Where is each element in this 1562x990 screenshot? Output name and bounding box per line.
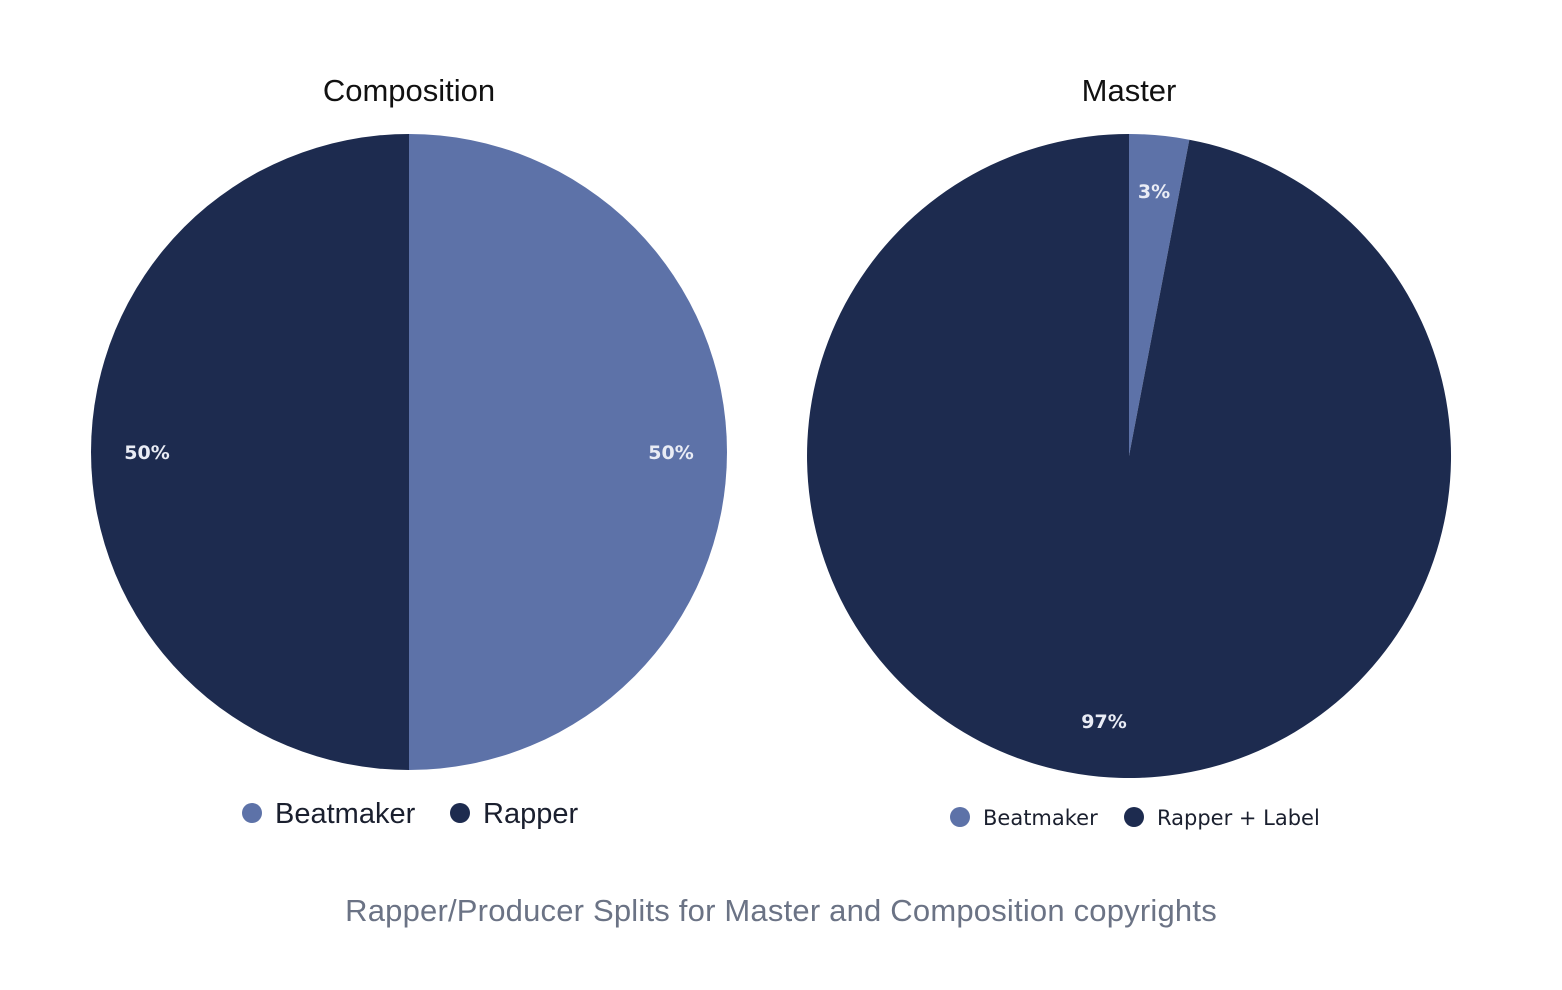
composition-legend-beatmaker-label: Beatmaker bbox=[275, 798, 416, 830]
composition-chart: Composition 50% 50% Beatmaker Rapper bbox=[91, 73, 727, 830]
master-slice-rapper-label-value-label: 97% bbox=[1081, 711, 1126, 733]
master-legend-rapper-label-swatch bbox=[1124, 807, 1144, 827]
composition-slice-beatmaker bbox=[409, 134, 727, 770]
master-legend-beatmaker-label: Beatmaker bbox=[983, 806, 1098, 830]
master-slice-beatmaker-value-label: 3% bbox=[1138, 181, 1170, 203]
master-slice-rapper-label bbox=[807, 134, 1452, 778]
pie-charts-figure: Composition 50% 50% Beatmaker Rapper Mast… bbox=[91, 73, 1452, 830]
master-chart: Master 3% 97% Beatmaker Rapper + Label bbox=[807, 73, 1452, 830]
composition-legend-beatmaker-swatch bbox=[242, 803, 262, 823]
composition-pie: 50% 50% bbox=[91, 134, 727, 770]
master-legend-beatmaker-swatch bbox=[950, 807, 970, 827]
master-chart-title: Master bbox=[1082, 73, 1177, 108]
composition-slice-rapper bbox=[91, 134, 409, 770]
master-pie: 3% 97% bbox=[807, 134, 1452, 778]
composition-legend-rapper-swatch bbox=[450, 803, 470, 823]
composition-legend: Beatmaker Rapper bbox=[242, 798, 578, 830]
master-legend-rapper-label-label: Rapper + Label bbox=[1157, 806, 1320, 830]
composition-slice-beatmaker-value-label: 50% bbox=[648, 442, 693, 464]
composition-legend-rapper-label: Rapper bbox=[483, 798, 578, 830]
figure-caption: Rapper/Producer Splits for Master and Co… bbox=[345, 893, 1217, 928]
composition-slice-rapper-value-label: 50% bbox=[124, 442, 169, 464]
master-legend: Beatmaker Rapper + Label bbox=[950, 806, 1320, 830]
composition-chart-title: Composition bbox=[323, 73, 495, 108]
master-slice-beatmaker bbox=[1129, 134, 1190, 456]
